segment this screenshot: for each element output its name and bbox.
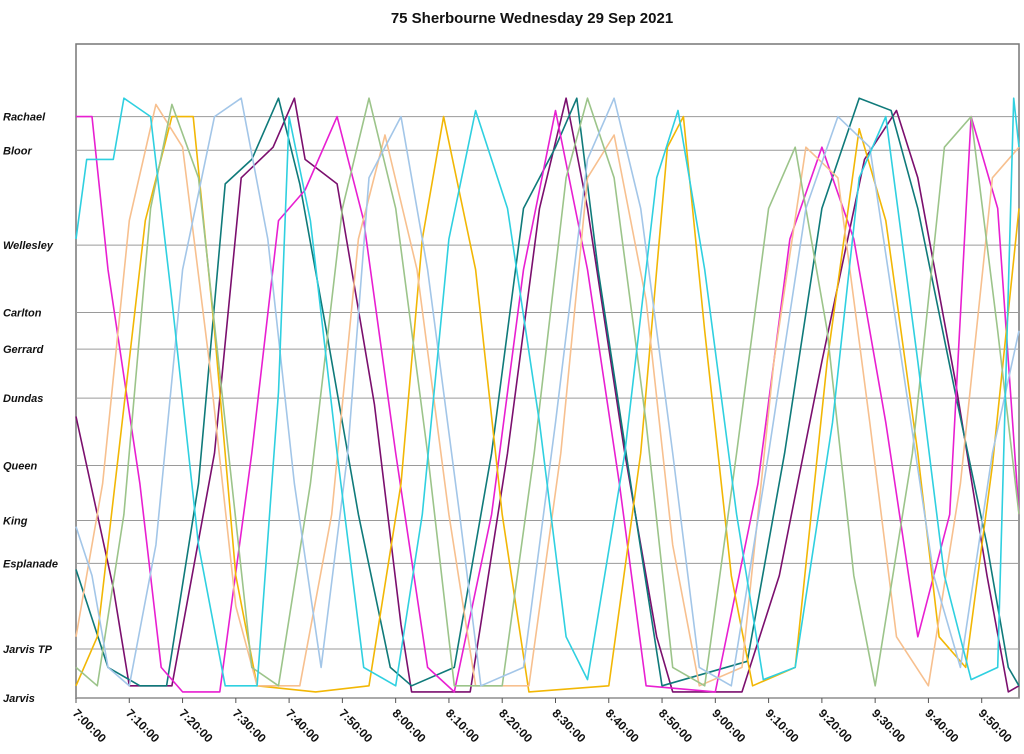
x-tick-label: 7:40:00 [283,706,322,745]
stop-label: King [3,516,28,528]
gridlines [76,116,1019,699]
x-tick-label: 9:40:00 [922,706,961,745]
stop-label: Dundas [3,393,43,405]
bus-trip-line-3 [76,109,1020,693]
x-tick-label: 9:10:00 [762,706,801,745]
stop-label: Carlton [3,307,42,319]
x-tick-label: 8:50:00 [656,706,695,745]
x-tick-label: 7:00:00 [70,706,109,745]
x-tick-label: 7:10:00 [123,706,162,745]
bus-trip-line-2 [75,97,1020,687]
series-lines [75,97,1020,693]
bus-trip-line-8 [75,97,1020,687]
stop-label: Jarvis TP [3,644,53,656]
x-tick-label: 8:30:00 [549,706,588,745]
x-tick-label: 7:30:00 [230,706,269,745]
x-tick-label: 9:20:00 [816,706,855,745]
x-tick-label: 7:50:00 [336,706,375,745]
stop-label: Wellesley [3,240,54,252]
stop-label: Queen [3,460,38,472]
x-tick-label: 9:50:00 [976,706,1015,745]
x-tick-label: 8:20:00 [496,706,535,745]
x-tick-label: 8:40:00 [603,706,642,745]
stop-label: Gerrard [3,344,44,356]
stop-label: Esplanade [3,558,58,570]
stop-labels: Rachael Bloor Wellesley Carlton Gerrard Dunda… [3,112,58,705]
stop-label: Jarvis [3,693,35,705]
bus-trip-line-7 [75,97,1020,687]
x-tick-label: 7:20:00 [176,706,215,745]
x-tick-label: 9:30:00 [869,706,908,745]
bus-trip-line-5 [75,103,1020,687]
time-tick-labels: 7:00:00 7:10:00 7:20:00 7:30:00 7:40:00 7:50:… [70,698,1015,746]
stop-label: Rachael [3,112,46,124]
bus-trip-line-1 [75,97,1020,693]
x-tick-label: 8:00:00 [390,706,429,745]
chart-title: 75 Sherbourne Wednesday 29 Sep 2021 [390,10,674,27]
bus-trip-line-6 [75,97,1020,687]
x-tick-label: 8:10:00 [443,706,482,745]
x-tick-label: 9:00:00 [709,706,748,745]
stop-label: Bloor [3,145,32,157]
